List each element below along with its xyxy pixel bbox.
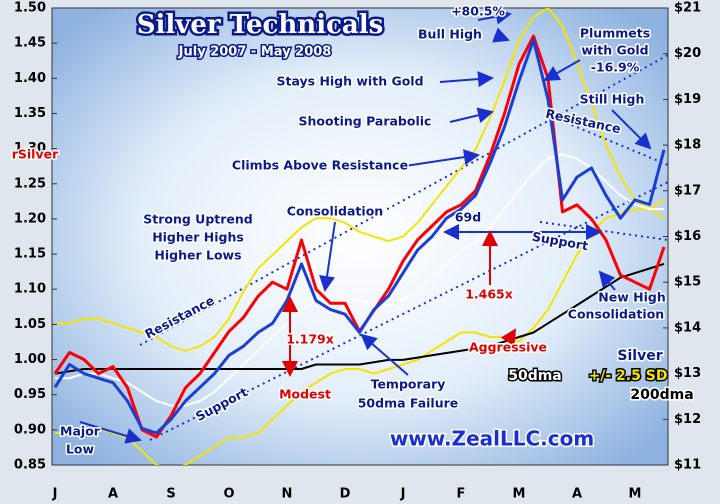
text-layer: 1.50 1.45 1.40 1.35 1.30 1.25 1.20 1.15 1.10 1.05… xyxy=(10,1,701,502)
x-tick-label: J xyxy=(52,487,58,502)
annotation: Bull High xyxy=(418,27,482,42)
x-tick-label: N xyxy=(282,487,293,502)
annotation: +80.5% xyxy=(451,4,505,19)
annotation-arrow xyxy=(360,333,409,376)
y-tick-label: 1.45 xyxy=(14,36,46,51)
y2-tick-label: $12 xyxy=(674,412,701,427)
y2-tick-label: $18 xyxy=(674,138,701,153)
chart-subtitle: July 2007 - May 2008 xyxy=(178,45,332,60)
annotation: Low xyxy=(66,442,95,457)
annotation-arrow xyxy=(319,221,336,292)
trend-line xyxy=(554,117,668,166)
chart-title: Silver Technicals xyxy=(137,10,384,40)
y-tick-label: 1.40 xyxy=(14,71,46,86)
annotation: Climbs Above Resistance xyxy=(232,158,408,173)
y-tick-label: 1.50 xyxy=(14,1,46,16)
x-tick-label: F xyxy=(457,487,466,502)
annotation-arrow xyxy=(543,59,581,81)
annotation: Major xyxy=(60,424,101,439)
annotation: Modest xyxy=(279,387,331,402)
annotation-arrow xyxy=(500,328,517,347)
annotation: 1.179x xyxy=(286,332,334,347)
y-tick-label: 1.30 xyxy=(14,141,46,156)
trend-line xyxy=(139,54,668,346)
y2-tick-label: $17 xyxy=(674,183,701,198)
annotation: Consolidation xyxy=(287,204,383,219)
x-tick-label: A xyxy=(108,487,118,502)
annotation: Aggressive xyxy=(469,340,547,355)
annotation-arrow xyxy=(404,149,480,167)
y-tick-label: 1.05 xyxy=(14,317,46,332)
annotation: 69d xyxy=(455,210,481,225)
annotation: 1.465x xyxy=(465,287,513,302)
trend-line xyxy=(149,181,668,441)
annotation-arrow xyxy=(598,270,616,291)
plot-layer xyxy=(53,8,668,465)
legend-label: 50dma xyxy=(508,368,562,384)
annotation: Still High xyxy=(580,92,645,107)
y2-tick-label: $14 xyxy=(674,320,701,335)
plot-area xyxy=(51,7,669,466)
source-label: www.ZealLLC.com xyxy=(390,427,594,451)
annotation: Higher Highs xyxy=(152,230,244,245)
y-tick-label: 1.00 xyxy=(14,352,46,367)
series-line xyxy=(53,38,666,435)
y2-tick-label: $16 xyxy=(674,229,701,244)
annotation-arrow xyxy=(439,71,494,88)
x-tick-label: A xyxy=(572,487,582,502)
series-line xyxy=(54,262,665,375)
x-tick-label: S xyxy=(166,487,175,502)
x-tick-label: O xyxy=(223,487,234,502)
series-line xyxy=(55,153,664,407)
y-tick-label: 0.85 xyxy=(14,458,46,473)
y-tick-label: 0.90 xyxy=(14,422,46,437)
y2-tick-label: $20 xyxy=(674,46,701,61)
annotation-arrow xyxy=(449,107,494,124)
legend-label: Silver xyxy=(617,348,662,364)
x-tick-label: M xyxy=(513,487,526,502)
annotation-arrow xyxy=(79,421,142,444)
x-tick-label: D xyxy=(340,487,351,502)
annotation: Shooting Parabolic xyxy=(299,114,432,129)
annotation: New High xyxy=(598,290,665,305)
annotation-arrow xyxy=(492,27,510,43)
annotation: Strong Uptrend xyxy=(143,212,253,227)
y-tick-label: 1.25 xyxy=(14,176,46,191)
annotation: Higher Lows xyxy=(154,248,241,263)
annotation-arrow xyxy=(477,8,512,25)
y2-tick-label: $15 xyxy=(674,275,701,290)
annotation-arrow xyxy=(611,109,652,150)
annotation: rSilver xyxy=(12,147,59,162)
x-tick-label: J xyxy=(400,487,406,502)
y2-tick-label: $21 xyxy=(674,1,701,16)
annotation: Temporary xyxy=(371,377,446,392)
y2-tick-label: $13 xyxy=(674,366,701,381)
x-tick-label: M xyxy=(629,487,642,502)
y-tick-label: 1.35 xyxy=(14,106,46,121)
annotation: Stays High with Gold xyxy=(276,74,423,89)
annotation: Consolidation xyxy=(568,307,664,322)
annotation: Plummets xyxy=(580,26,650,41)
annotation: with Gold xyxy=(581,43,648,58)
annotation: 50dma Failure xyxy=(358,396,459,411)
y-tick-label: 1.10 xyxy=(14,282,46,297)
y-tick-label: 0.95 xyxy=(14,387,46,402)
y2-tick-label: $19 xyxy=(674,92,701,107)
y-tick-label: 1.20 xyxy=(14,211,46,226)
series-line xyxy=(55,8,665,352)
series-band-lower xyxy=(55,199,665,465)
y-tick-label: 1.15 xyxy=(14,247,46,262)
legend-label: +/- 2.5 SD xyxy=(589,368,668,384)
annotation: -16.9% xyxy=(591,60,640,75)
y2-tick-label: $11 xyxy=(674,458,701,473)
legend-label: 200dma xyxy=(630,387,693,403)
